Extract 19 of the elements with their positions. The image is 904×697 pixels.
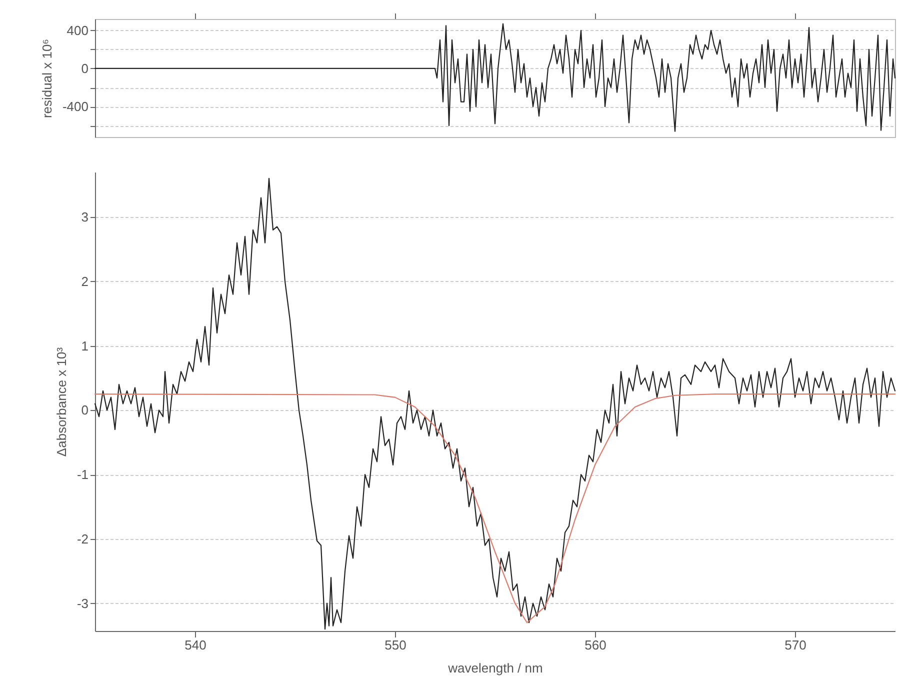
- y-tick-label: -2: [76, 531, 88, 546]
- y-tick-label: 1: [81, 338, 88, 354]
- y-axis-title: residual x 10⁶: [39, 38, 54, 118]
- x-tick-label: 560: [584, 638, 606, 652]
- y-tick-label: 400: [66, 22, 88, 38]
- y-tick-label: -400: [62, 99, 88, 114]
- x-tick-label: 550: [384, 638, 406, 652]
- line-series: [94, 394, 896, 624]
- x-axis-title: wavelength / nm: [447, 660, 543, 676]
- y-tick-label: -1: [76, 467, 88, 482]
- y-tick-label: 3: [81, 210, 88, 225]
- y-tick-label: 0: [81, 60, 88, 76]
- line-series: [94, 23, 896, 132]
- x-tick-label: 540: [184, 638, 206, 652]
- y-tick-label: 0: [81, 402, 88, 418]
- y-axis-title: Δabsorbance x 10³: [54, 346, 69, 457]
- x-tick-label: 570: [784, 638, 806, 652]
- y-tick-label: -3: [76, 596, 88, 611]
- y-tick-label: 2: [81, 274, 88, 289]
